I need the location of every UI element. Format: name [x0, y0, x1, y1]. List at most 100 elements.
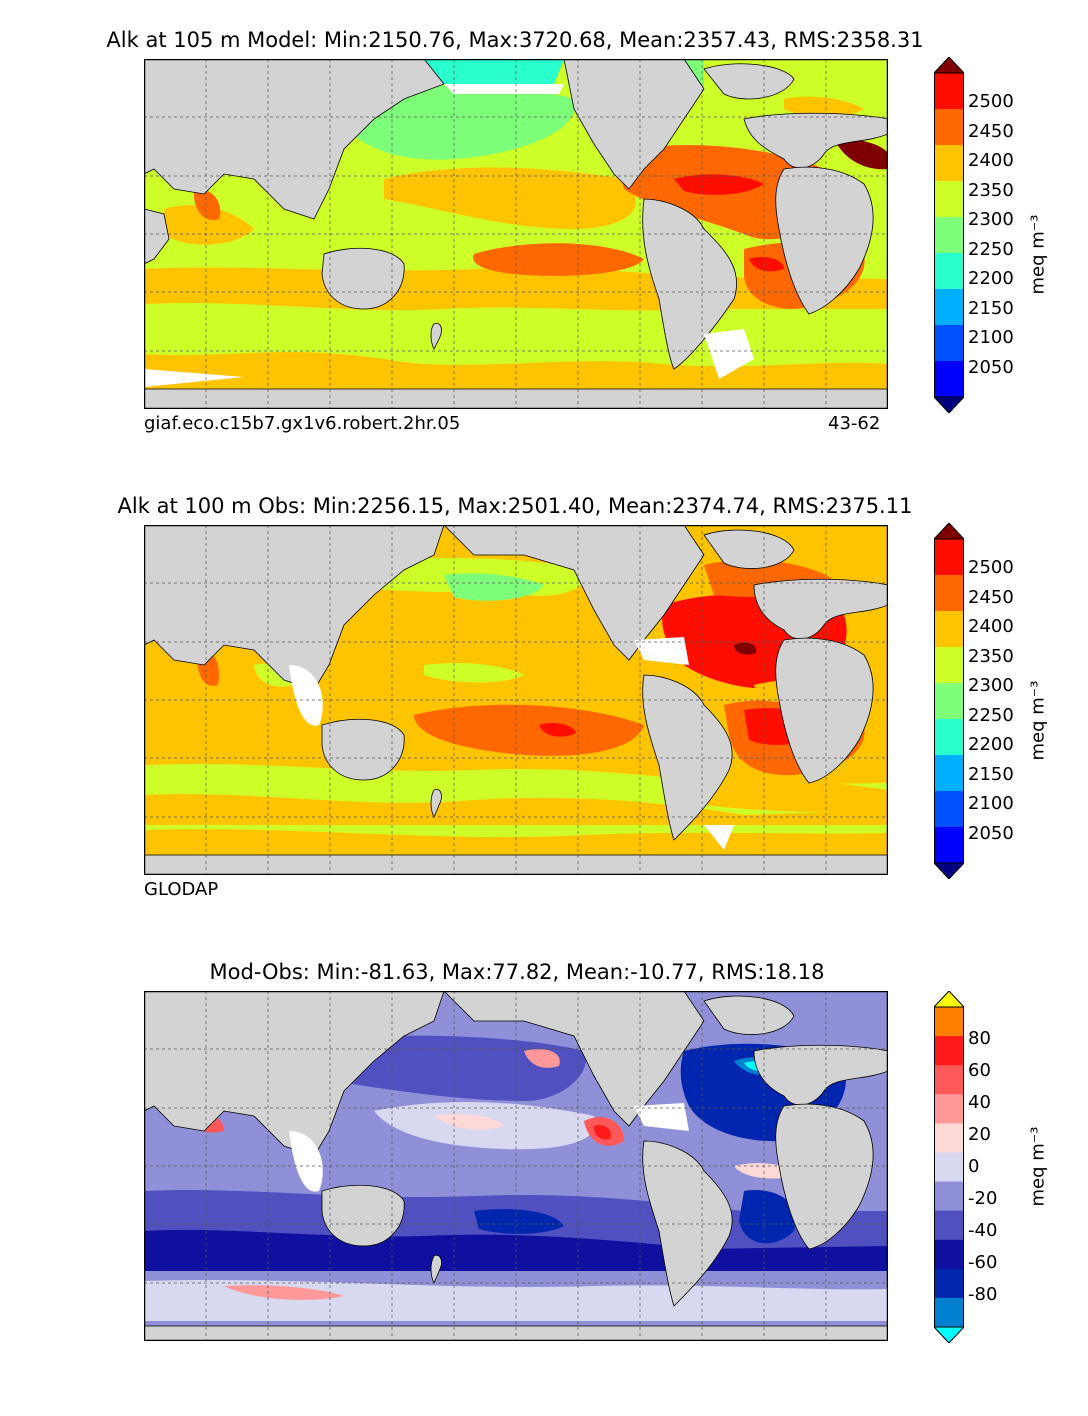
colorbar-extend-min — [932, 396, 966, 414]
colorbar-tick-label: 2350 — [968, 179, 1014, 201]
colorbar-tick-label: 40 — [968, 1092, 991, 1113]
colorbar-tick-label: 2300 — [968, 675, 1014, 697]
colorbar-svg — [932, 990, 966, 1344]
colorbar-diff — [932, 990, 966, 1344]
colorbar-bin — [934, 539, 964, 576]
map-diff — [143, 990, 889, 1342]
colorbar-tick-label: 2500 — [968, 91, 1014, 113]
map-obs — [143, 524, 889, 876]
colorbar-bin — [934, 827, 964, 864]
colorbar-tick-label: 2300 — [968, 209, 1014, 231]
colorbar-tick-label: -40 — [968, 1220, 998, 1241]
colorbar-extend-max — [932, 990, 966, 1008]
colorbar-tick-label: 2250 — [968, 704, 1014, 726]
colorbar-tick-label: 60 — [968, 1060, 991, 1081]
colorbar-tick-label: 2450 — [968, 586, 1014, 608]
graticule — [144, 59, 888, 409]
colorbar-model — [932, 56, 966, 414]
colorbar-bin — [934, 647, 964, 684]
colorbar-tick-label: 2100 — [968, 793, 1014, 815]
colorbar-bin — [934, 575, 964, 612]
colorbar-bin — [934, 719, 964, 756]
colorbar-tick-label: 0 — [968, 1156, 980, 1177]
colorbar-bin — [934, 1239, 964, 1270]
colorbar-bin — [934, 109, 964, 146]
colorbar-tick-label: 80 — [968, 1028, 991, 1049]
colorbar-bin — [934, 1181, 964, 1212]
colorbar-bin — [934, 1123, 964, 1153]
sargasso-max — [674, 174, 764, 195]
colorbar-bin — [934, 611, 964, 648]
colorbar-tick-label: -60 — [968, 1252, 998, 1273]
colorbar-tick-label: 2350 — [968, 645, 1014, 667]
colorbar-extend-min — [932, 1326, 966, 1344]
graticule — [144, 525, 888, 875]
arabian-sea-red — [193, 188, 221, 220]
colorbar-units: meq m⁻³ — [1027, 1126, 1049, 1207]
colorbar-bin — [934, 325, 964, 362]
dataset-label: GLODAP — [144, 879, 219, 900]
panel-diff: Mod-Obs: Min:-81.63, Max:77.82, Mean:-10… — [0, 956, 1088, 1416]
colorbar-obs — [932, 522, 966, 880]
colorbar-bin — [934, 791, 964, 828]
colorbar-bin — [934, 217, 964, 254]
colorbar-bin — [934, 73, 964, 110]
map-frame — [143, 58, 889, 410]
colorbar-bin — [934, 1065, 964, 1095]
colorbar-bin — [934, 1094, 964, 1124]
graticule — [144, 991, 888, 1341]
colorbar-units: meq m⁻³ — [1027, 214, 1049, 295]
colorbar-tick-label: -80 — [968, 1284, 998, 1305]
panel-title: Alk at 100 m Obs: Min:2256.15, Max:2501.… — [117, 494, 913, 518]
colorbar-bin — [934, 289, 964, 326]
colorbar-tick-label: 2250 — [968, 238, 1014, 260]
colorbar-bin — [934, 1268, 964, 1299]
colorbar-tick-label: 2200 — [968, 734, 1014, 756]
panel-model: Alk at 105 m Model: Min:2150.76, Max:372… — [0, 24, 1088, 484]
npac-green — [444, 573, 544, 601]
colorbar-tick-label: 2450 — [968, 120, 1014, 142]
band-southern-orange — [144, 352, 888, 399]
model-alk-heatmap — [143, 58, 889, 410]
colorbar-bin — [934, 1210, 964, 1241]
land-masses — [144, 525, 888, 875]
diff-alk-heatmap — [143, 990, 889, 1342]
spac-red-orange — [414, 704, 644, 756]
colorbar-tick-label: 2050 — [968, 356, 1014, 378]
colorbar-extend-min — [932, 862, 966, 880]
map-model — [143, 58, 889, 410]
colorbar-tick-label: 2200 — [968, 268, 1014, 290]
colorbar-tick-label: 2400 — [968, 150, 1014, 172]
colorbar-tick-label: 2050 — [968, 822, 1014, 844]
panel-obs: Alk at 100 m Obs: Min:2256.15, Max:2501.… — [0, 490, 1088, 950]
indian-orange — [164, 205, 254, 245]
colorbar-extend-max — [932, 522, 966, 540]
panel-title: Alk at 105 m Model: Min:2150.76, Max:372… — [106, 28, 924, 52]
arctic-cyan — [424, 59, 564, 84]
colorbar-tick-label: 2400 — [968, 616, 1014, 638]
colorbar-tick-label: 20 — [968, 1124, 991, 1145]
colorbar-units: meq m⁻³ — [1027, 680, 1049, 761]
colorbar-bin — [934, 683, 964, 720]
colorbar-tick-label: 2150 — [968, 297, 1014, 319]
panel-title: Mod-Obs: Min:-81.63, Max:77.82, Mean:-10… — [209, 960, 825, 984]
map-frame — [143, 990, 889, 1342]
colorbar-tick-label: 2100 — [968, 327, 1014, 349]
colorbar-bin — [934, 181, 964, 218]
obs-alk-heatmap — [143, 524, 889, 876]
colorbar-extend-max — [932, 56, 966, 74]
colorbar-bin — [934, 755, 964, 792]
map-frame — [143, 524, 889, 876]
colorbar-tick-label: 2500 — [968, 557, 1014, 579]
colorbar-bin — [934, 145, 964, 182]
colorbar-tick-label: 2150 — [968, 763, 1014, 785]
years-label: 43-62 — [828, 413, 881, 434]
colorbar-tick-label: -20 — [968, 1188, 998, 1209]
colorbar-svg — [932, 522, 966, 880]
colorbar-bin — [934, 1152, 964, 1183]
colorbar-bin — [934, 1036, 964, 1066]
colorbar-bin — [934, 361, 964, 398]
colorbar-bin — [934, 1297, 964, 1328]
med-max — [834, 138, 888, 170]
colorbar-svg — [932, 56, 966, 414]
